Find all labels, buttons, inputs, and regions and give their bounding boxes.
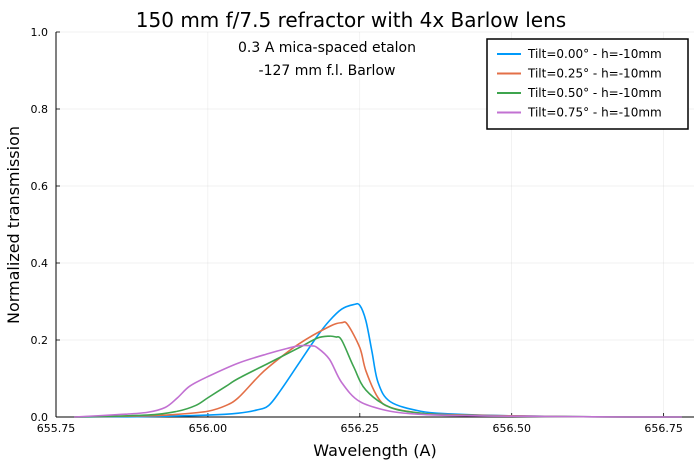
series-line-1: [74, 321, 682, 418]
x-axis-label: Wavelength (A): [313, 441, 436, 460]
x-tick-label: 656.00: [189, 422, 228, 435]
x-tick-label: 656.50: [492, 422, 531, 435]
y-tick-label: 0.4: [31, 257, 49, 270]
ticks: 655.75 656.00 656.25 656.50 656.75 0.0 0.2 0.4 0…: [31, 26, 683, 435]
y-tick-label: 0.2: [31, 334, 49, 347]
legend-label-2: Tilt=0.50° - h=-10mm: [527, 86, 662, 100]
legend: Tilt=0.00° - h=-10mm Tilt=0.25° - h=-10mm…: [486, 38, 689, 130]
annotation-barlow: -127 mm f.l. Barlow: [259, 63, 396, 79]
series-line-3: [74, 344, 682, 418]
series-line-2: [74, 335, 682, 418]
y-tick-label: 0.6: [31, 180, 49, 193]
legend-label-3: Tilt=0.75° - h=-10mm: [527, 106, 662, 120]
legend-label-1: Tilt=0.25° - h=-10mm: [527, 67, 662, 81]
x-tick-label: 655.75: [37, 422, 76, 435]
y-tick-label: 0.8: [31, 103, 49, 116]
series-group: [74, 302, 682, 418]
x-tick-label: 656.25: [341, 422, 380, 435]
y-tick-label: 1.0: [31, 26, 49, 39]
x-tick-label: 656.75: [644, 422, 683, 435]
chart-title: 150 mm f/7.5 refractor with 4x Barlow le…: [136, 8, 566, 32]
annotation-etalon: 0.3 A mica-spaced etalon: [238, 40, 416, 56]
y-tick-label: 0.0: [31, 411, 49, 424]
y-axis-label: Normalized transmission: [4, 126, 23, 324]
legend-label-0: Tilt=0.00° - h=-10mm: [527, 47, 662, 61]
